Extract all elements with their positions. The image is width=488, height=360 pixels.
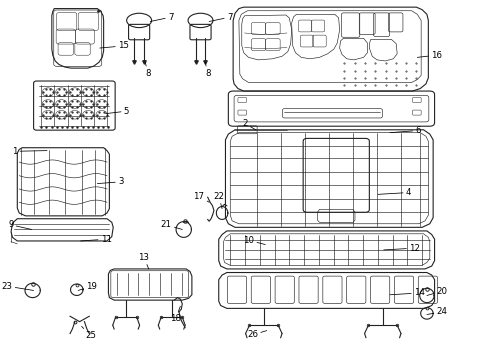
Text: 14: 14 [389, 288, 424, 297]
Text: 9: 9 [8, 220, 32, 229]
Text: 11: 11 [81, 235, 112, 244]
Text: 21: 21 [161, 220, 182, 229]
Text: 5: 5 [105, 107, 129, 116]
Text: 3: 3 [97, 177, 123, 186]
Text: 1: 1 [12, 147, 47, 156]
Text: 10: 10 [243, 236, 264, 245]
Text: 6: 6 [389, 126, 420, 135]
Text: 16: 16 [416, 51, 441, 60]
Text: 20: 20 [426, 287, 447, 296]
Text: 7: 7 [209, 13, 232, 22]
Text: 25: 25 [81, 326, 96, 340]
Text: 15: 15 [100, 41, 129, 50]
Text: 22: 22 [213, 192, 224, 209]
Text: 12: 12 [383, 244, 419, 253]
Text: 19: 19 [78, 282, 97, 291]
Text: 4: 4 [377, 188, 410, 197]
Text: 13: 13 [138, 253, 149, 269]
Text: 18: 18 [170, 306, 181, 324]
Text: 8: 8 [145, 62, 150, 78]
Text: 17: 17 [193, 192, 209, 202]
Text: 2: 2 [242, 119, 255, 130]
Text: 8: 8 [204, 62, 210, 78]
Text: 7: 7 [150, 13, 173, 22]
Text: 24: 24 [426, 307, 447, 316]
Text: 23: 23 [1, 282, 34, 291]
Text: 26: 26 [246, 330, 266, 339]
